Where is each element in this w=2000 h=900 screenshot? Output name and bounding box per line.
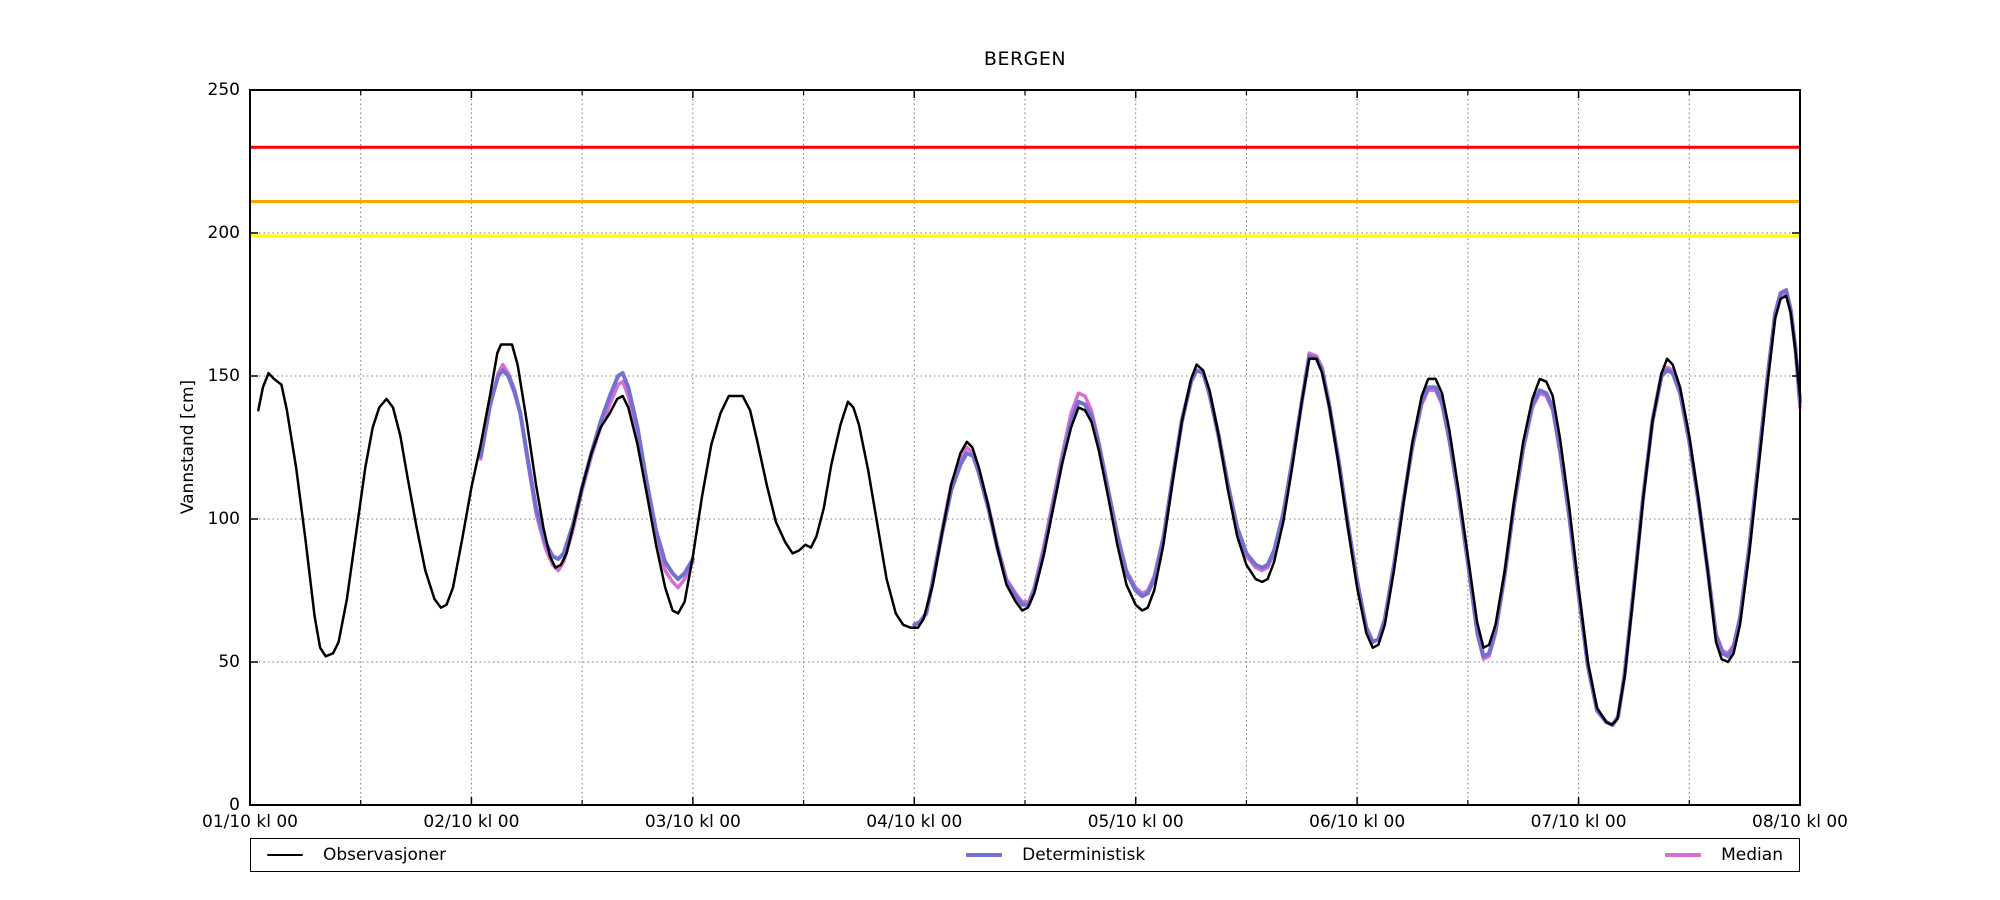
y-tick-label: 250 bbox=[207, 80, 240, 100]
median-line-sample bbox=[1665, 853, 1702, 857]
legend-item-deterministic: Deterministisk bbox=[966, 845, 1145, 865]
y-tick-label: 50 bbox=[218, 652, 240, 672]
y-axis-label: Vannstand [cm] bbox=[178, 379, 198, 515]
x-tick-label: 04/10 kl 00 bbox=[866, 812, 963, 832]
x-tick-label: 08/10 kl 00 bbox=[1752, 812, 1848, 832]
observations-line-sample bbox=[267, 853, 303, 857]
legend-item-observations: Observasjoner bbox=[267, 845, 446, 865]
y-tick-label: 150 bbox=[207, 366, 240, 386]
x-tick-label: 03/10 kl 00 bbox=[644, 812, 741, 832]
legend: Observasjoner Deterministisk Median bbox=[250, 838, 1800, 872]
y-tick-label: 0 bbox=[229, 795, 240, 815]
x-tick-label: 01/10 kl 00 bbox=[202, 812, 298, 832]
y-tick-label: 100 bbox=[207, 509, 240, 529]
deterministic-line-sample bbox=[966, 853, 1003, 857]
x-tick-label: 07/10 kl 00 bbox=[1530, 812, 1627, 832]
x-tick-label: 06/10 kl 00 bbox=[1309, 812, 1406, 832]
legend-label-deterministic: Deterministisk bbox=[1022, 845, 1146, 865]
observations-line bbox=[257, 294, 1802, 727]
deterministic-line bbox=[912, 288, 1802, 727]
x-tick-label: 02/10 kl 00 bbox=[423, 812, 520, 832]
chart-title: BERGEN bbox=[983, 48, 1067, 70]
legend-item-median: Median bbox=[1665, 845, 1783, 865]
x-tick-label: 05/10 kl 00 bbox=[1087, 812, 1184, 832]
y-tick-label: 200 bbox=[207, 223, 240, 243]
legend-label-observations: Observasjoner bbox=[323, 845, 447, 865]
legend-label-median: Median bbox=[1721, 845, 1783, 865]
